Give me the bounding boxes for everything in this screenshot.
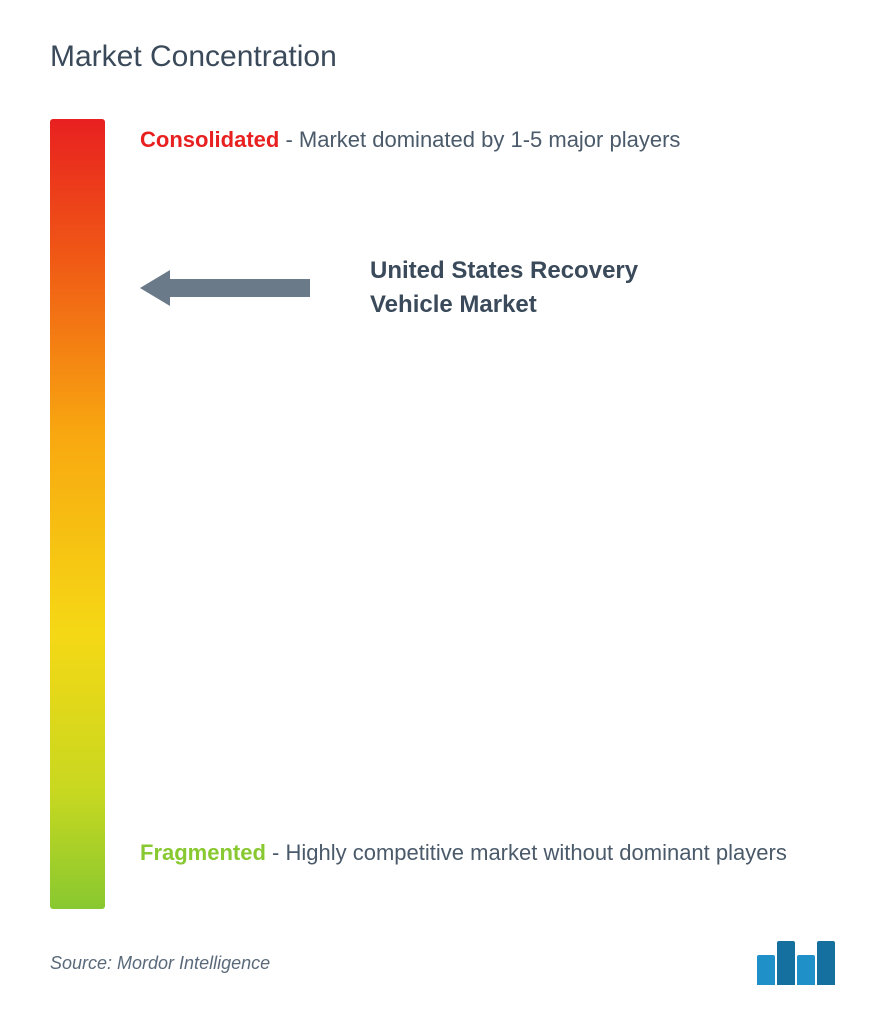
- brand-logo-icon: [757, 941, 835, 985]
- source-attribution: Source: Mordor Intelligence: [50, 953, 270, 974]
- position-arrow-icon: [140, 270, 310, 306]
- page-title: Market Concentration: [50, 40, 835, 74]
- market-position-row: United States Recovery Vehicle Market: [140, 254, 700, 321]
- main-content: Consolidated - Market dominated by 1-5 m…: [50, 119, 835, 909]
- footer: Source: Mordor Intelligence: [50, 941, 835, 985]
- concentration-gradient-bar: [50, 119, 105, 909]
- fragmented-text: - Highly competitive market without domi…: [272, 840, 787, 865]
- descriptions-column: Consolidated - Market dominated by 1-5 m…: [140, 119, 835, 909]
- market-name: United States Recovery Vehicle Market: [370, 254, 700, 321]
- fragmented-description: Fragmented - Highly competitive market w…: [140, 832, 815, 874]
- consolidated-label: Consolidated: [140, 127, 279, 152]
- consolidated-text: - Market dominated by 1-5 major players: [285, 127, 680, 152]
- consolidated-description: Consolidated - Market dominated by 1-5 m…: [140, 119, 815, 161]
- fragmented-label: Fragmented: [140, 840, 266, 865]
